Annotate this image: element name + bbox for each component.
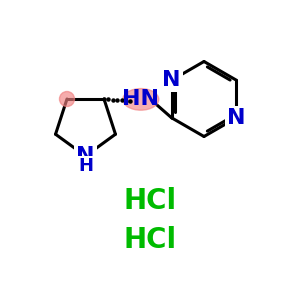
Text: N: N	[162, 70, 181, 90]
Circle shape	[59, 92, 74, 106]
Text: HN: HN	[122, 89, 159, 110]
Text: N: N	[76, 146, 95, 166]
Text: HCl: HCl	[123, 187, 177, 215]
Ellipse shape	[123, 88, 159, 110]
Text: N: N	[227, 108, 246, 128]
Text: H: H	[78, 157, 93, 175]
Text: HCl: HCl	[123, 226, 177, 254]
